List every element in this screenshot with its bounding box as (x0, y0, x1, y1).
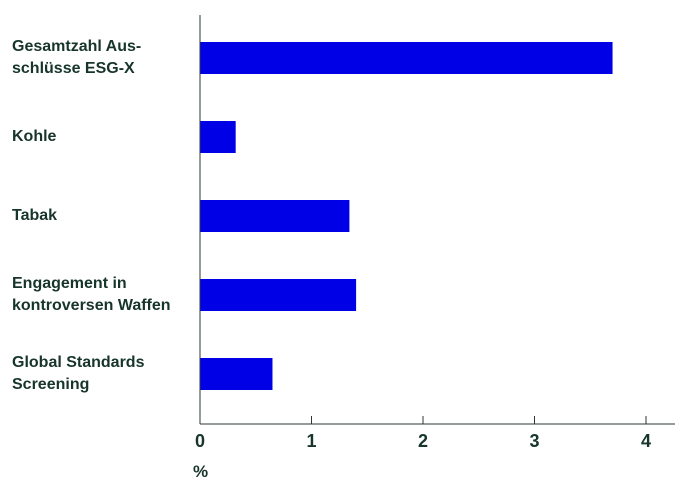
x-tick-label: 4 (641, 431, 651, 451)
x-axis-unit-label: % (193, 462, 209, 481)
category-label: Gesamtzahl Aus-schlüsse ESG-X (12, 38, 142, 77)
category-label: Kohle (12, 128, 57, 145)
bar-0 (200, 42, 613, 74)
bar-3 (200, 279, 357, 311)
category-label: Global Standards Screening (12, 354, 145, 393)
bar-1 (200, 121, 236, 153)
bar-4 (200, 358, 273, 390)
bar-2 (200, 200, 350, 232)
category-label: Engagement in kontroversen Waffen (12, 275, 171, 314)
x-tick-label: 3 (529, 431, 539, 451)
x-tick-label: 1 (306, 431, 316, 451)
x-tick-label: 2 (418, 431, 428, 451)
x-tick-label: 0 (195, 431, 205, 451)
category-label: Tabak (12, 207, 58, 224)
